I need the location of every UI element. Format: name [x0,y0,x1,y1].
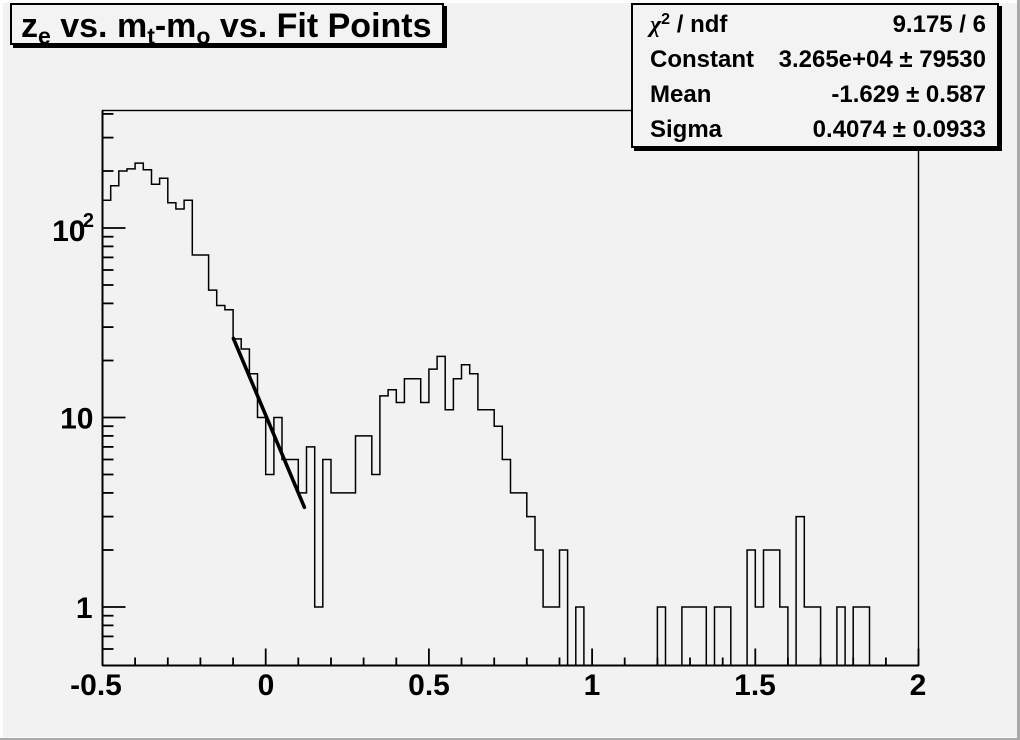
svg-text:2: 2 [83,210,94,232]
svg-text:1.5: 1.5 [734,669,776,702]
svg-text:-0.5: -0.5 [70,669,122,702]
svg-text:1: 1 [584,669,601,702]
svg-text:2: 2 [910,669,927,702]
svg-text:1: 1 [76,592,93,625]
svg-text:10: 10 [52,215,85,248]
svg-text:0: 0 [258,669,275,702]
svg-text:10: 10 [60,403,93,436]
svg-text:0.5: 0.5 [408,669,450,702]
